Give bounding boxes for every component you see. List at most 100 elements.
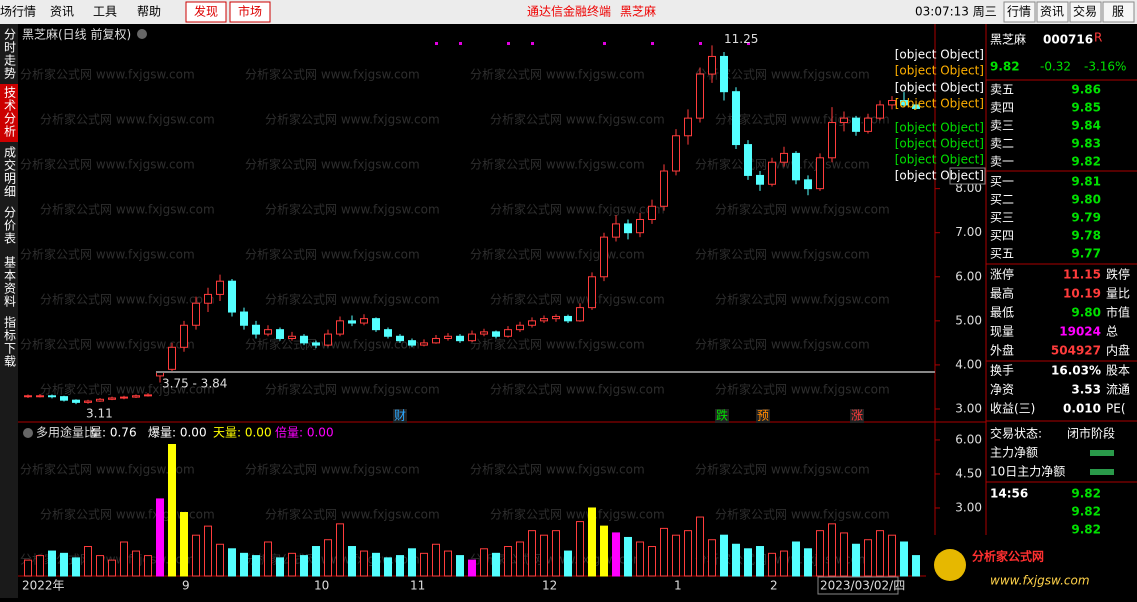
volume-bar xyxy=(840,532,848,577)
axis-quote: [object Object] xyxy=(895,64,984,78)
watermark: 分析家公式网 www.fxjgsw.com xyxy=(470,247,645,262)
stat-label: 收益(三) xyxy=(990,402,1035,416)
menu-tab[interactable] xyxy=(185,1,227,23)
candle-body xyxy=(228,280,236,313)
stat-label: 内盘 xyxy=(1106,343,1130,358)
toolbar-button[interactable] xyxy=(1036,1,1069,23)
side-tab[interactable]: 指标下载 xyxy=(3,315,17,368)
toolbar-button[interactable] xyxy=(1069,1,1102,23)
watermark: 分析家公式网 www.fxjgsw.com xyxy=(695,462,870,477)
stat-value: 19024 xyxy=(1059,325,1101,339)
volume-bar xyxy=(396,555,404,577)
candle-body xyxy=(588,276,596,309)
logo-icon xyxy=(934,549,966,581)
toolbar-button-label[interactable]: 服 xyxy=(1112,5,1124,19)
book-price: 9.77 xyxy=(1071,247,1101,261)
menu-tab-label[interactable]: 市场 xyxy=(238,4,262,19)
signal-dot xyxy=(435,42,438,45)
volume-bar xyxy=(780,550,788,577)
volume-bar xyxy=(708,539,716,577)
y-tick-label: 3.00 xyxy=(955,500,982,514)
book-label: 买三 xyxy=(990,211,1014,225)
menu-tab-label[interactable]: 发现 xyxy=(194,4,218,19)
side-bar xyxy=(0,24,18,598)
toolbar-button[interactable] xyxy=(1102,1,1135,23)
side-tab[interactable]: 成交明细 xyxy=(3,146,17,198)
volume-bar xyxy=(228,548,236,577)
readout: 爆量: 0.00 xyxy=(148,426,207,440)
candle-body xyxy=(180,324,188,348)
watermark: 分析家公式网 www.fxjgsw.com xyxy=(40,507,215,522)
menu-tab[interactable] xyxy=(229,1,271,23)
signal-dot xyxy=(507,42,510,45)
book-label: 卖三 xyxy=(990,119,1014,133)
volume-bar xyxy=(24,559,32,577)
watermark: 分析家公式网 www.fxjgsw.com xyxy=(715,382,890,397)
volume-bar xyxy=(216,543,224,577)
candle-body xyxy=(492,331,500,337)
menu-item[interactable]: 资讯 xyxy=(50,5,74,19)
event-box xyxy=(850,409,864,423)
candle-body xyxy=(252,324,260,335)
change-pct: -3.16% xyxy=(1084,60,1126,74)
watermark: 分析家公式网 www.fxjgsw.com xyxy=(695,157,870,172)
axis-quote: [object Object] xyxy=(895,153,984,167)
toolbar-button-label[interactable]: 行情 xyxy=(1007,5,1031,19)
candle-body xyxy=(276,329,284,339)
candle-body xyxy=(288,335,296,339)
side-tab[interactable]: 分价表 xyxy=(3,206,17,245)
event-marker[interactable]: 涨 xyxy=(851,408,863,423)
high-label: 11.25 xyxy=(724,32,758,46)
menu-item[interactable]: 场行情 xyxy=(0,5,36,19)
volume-bar xyxy=(288,552,296,577)
toolbar-button-label[interactable]: 交易 xyxy=(1073,4,1097,19)
stat-label: 最低 xyxy=(990,306,1014,320)
collapse-icon[interactable] xyxy=(23,428,33,438)
toolbar-button-label[interactable]: 资讯 xyxy=(1040,5,1064,19)
x-label: 11 xyxy=(410,579,425,593)
candle-body xyxy=(540,318,548,322)
side-tab[interactable]: 分时走势 xyxy=(3,28,17,80)
event-box xyxy=(756,409,770,423)
menu-item[interactable]: 工具 xyxy=(93,5,117,19)
toolbar-button[interactable] xyxy=(1003,1,1036,23)
y-tick-label: 4.00 xyxy=(955,357,982,371)
clock: 03:07:13 周三 xyxy=(915,5,997,19)
candle-body xyxy=(372,318,380,331)
side-tab-active xyxy=(0,84,18,142)
candle-body xyxy=(852,117,860,132)
candle-body xyxy=(60,396,68,401)
watermark: 分析家公式网 www.fxjgsw.com xyxy=(245,67,420,82)
side-tab[interactable]: 技术分析 xyxy=(3,86,17,138)
side-tab[interactable]: 基本资料 xyxy=(3,256,17,308)
volume-bar xyxy=(648,546,656,577)
event-marker[interactable]: 预 xyxy=(757,409,769,423)
candle-body xyxy=(684,117,692,137)
volume-bar xyxy=(468,559,476,577)
menu-item[interactable]: 帮助 xyxy=(137,5,161,19)
event-marker[interactable]: 财 xyxy=(394,409,406,423)
candle-body xyxy=(204,293,212,304)
collapse-icon[interactable] xyxy=(137,29,147,39)
watermark: 分析家公式网 www.fxjgsw.com xyxy=(265,382,440,397)
candle-body xyxy=(24,395,32,398)
stat-label: 跌停 xyxy=(1106,267,1130,282)
book-label: 卖一 xyxy=(990,155,1014,169)
volume-bar xyxy=(324,539,332,577)
x-label: 9 xyxy=(182,579,190,593)
candle-body xyxy=(480,331,488,335)
candle-body xyxy=(144,394,152,397)
tick-time: 14:56 xyxy=(990,487,1028,501)
y-tick-label: 6.00 xyxy=(955,269,982,283)
stat-label: 最高 xyxy=(990,286,1014,301)
stat-value: 11.15 xyxy=(1063,268,1101,282)
candle-body xyxy=(720,55,728,93)
volume-bar xyxy=(828,523,836,577)
stat-label: 市值 xyxy=(1106,305,1130,320)
volume-bar xyxy=(96,555,104,577)
candle-body xyxy=(816,157,824,190)
candle-body xyxy=(744,144,752,176)
event-marker[interactable]: 跌 xyxy=(716,408,728,423)
signal-dot xyxy=(603,42,606,45)
axis-quote: [object Object] xyxy=(895,48,984,62)
